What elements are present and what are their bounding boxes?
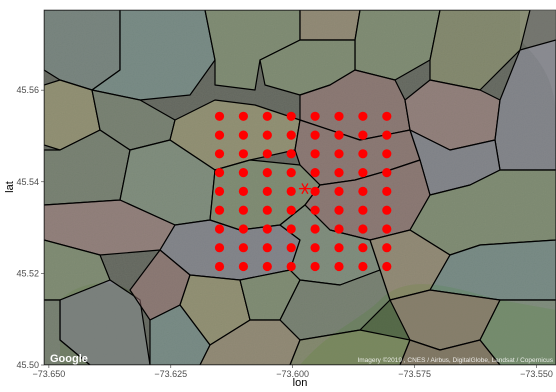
grid-point [286, 111, 296, 121]
district-polygon [399, 339, 501, 365]
map-panel: Google Imagery ©2019 , CNES / Airbus, Di… [44, 10, 556, 365]
panel-border [43, 9, 556, 366]
x-tick-label: −73.625 [154, 369, 187, 379]
grid-point [262, 130, 272, 140]
center-marker [298, 183, 311, 195]
center-layer [298, 183, 311, 195]
grid-point [382, 224, 392, 234]
grid-point [334, 224, 344, 234]
y-axis: 45.50 45.52 45.54 45.56 [16, 85, 44, 370]
grid-point [262, 149, 272, 159]
x-tick-label: −73.550 [520, 369, 553, 379]
grid-point [238, 224, 248, 234]
grid-point [238, 130, 248, 140]
x-tick-label: −73.575 [398, 369, 431, 379]
grid-point [310, 243, 320, 253]
grid-point [214, 130, 225, 140]
grid-point [334, 243, 344, 253]
grid-point [310, 130, 320, 140]
grid-point [214, 149, 225, 159]
x-tick-label: −73.650 [32, 369, 65, 379]
grid-point [238, 149, 248, 159]
grid-point [238, 261, 248, 272]
grid-point [262, 168, 272, 178]
grid-point [358, 261, 368, 272]
google-logo: Google [50, 353, 88, 365]
points-layer [214, 111, 392, 272]
grid-point [334, 149, 344, 159]
map-attribution: Imagery ©2019 , CNES / Airbus, DigitalGl… [357, 356, 553, 364]
grid-point [286, 168, 296, 178]
y-tick-label: 45.50 [16, 360, 39, 370]
grid-point [358, 111, 368, 121]
grid-point [262, 243, 272, 253]
grid-point [310, 224, 320, 234]
grid-point [214, 186, 225, 196]
district-polygon [44, 299, 91, 365]
satellite-basemap [44, 10, 556, 365]
grid-point [382, 205, 392, 215]
grid-point [214, 224, 225, 234]
grid-point [310, 261, 320, 272]
grid-point [382, 130, 392, 140]
grid-point [238, 186, 248, 196]
y-tick-label: 45.52 [16, 268, 39, 278]
grid-point [358, 149, 368, 159]
grid-point [214, 168, 225, 178]
x-axis-title: lon [293, 377, 308, 389]
grid-point [310, 111, 320, 121]
grid-point [286, 149, 296, 159]
y-tick-label: 45.56 [16, 85, 39, 95]
grid-point [382, 111, 392, 121]
y-axis-title: lat [4, 181, 16, 193]
grid-point [310, 186, 320, 196]
grid-point [262, 186, 272, 196]
grid-point [214, 205, 225, 215]
x-tick-label: −73.600 [276, 369, 309, 379]
grid-point [238, 111, 248, 121]
grid-point [238, 205, 248, 215]
grid-point [214, 243, 225, 253]
grid-point [286, 243, 296, 253]
grid-point [358, 130, 368, 140]
grid-point [286, 130, 296, 140]
district-polygon [299, 10, 361, 41]
grid-point [358, 186, 368, 196]
grid-point [310, 168, 320, 178]
grid-point [262, 205, 272, 215]
grid-point [382, 243, 392, 253]
grid-point [382, 149, 392, 159]
grid-point [310, 205, 320, 215]
grid-point [214, 111, 225, 121]
grid-point [262, 261, 272, 272]
x-axis: −73.650 −73.625 −73.600 −73.575 −73.550 [32, 365, 553, 379]
grid-point [334, 186, 344, 196]
grid-point [358, 205, 368, 215]
grid-point [262, 111, 272, 121]
grid-point [334, 205, 344, 215]
grid-point [286, 261, 296, 272]
grid-point [214, 261, 225, 272]
grid-point [286, 186, 296, 196]
grid-point [358, 224, 368, 234]
grid-point [238, 243, 248, 253]
grid-point [286, 224, 296, 234]
grid-point [382, 186, 392, 196]
grid-point [262, 224, 272, 234]
grid-point [382, 261, 392, 272]
neighbourhood-polygons [44, 10, 556, 365]
grid-point [310, 149, 320, 159]
grid-point [358, 243, 368, 253]
grid-point [382, 168, 392, 178]
grid-point [334, 261, 344, 272]
district-polygon [479, 299, 556, 365]
grid-point [334, 130, 344, 140]
grid-point [334, 111, 344, 121]
grid-point [238, 168, 248, 178]
grid-point [358, 168, 368, 178]
grid-point [334, 168, 344, 178]
grid-point [286, 205, 296, 215]
y-tick-label: 45.54 [16, 177, 39, 187]
